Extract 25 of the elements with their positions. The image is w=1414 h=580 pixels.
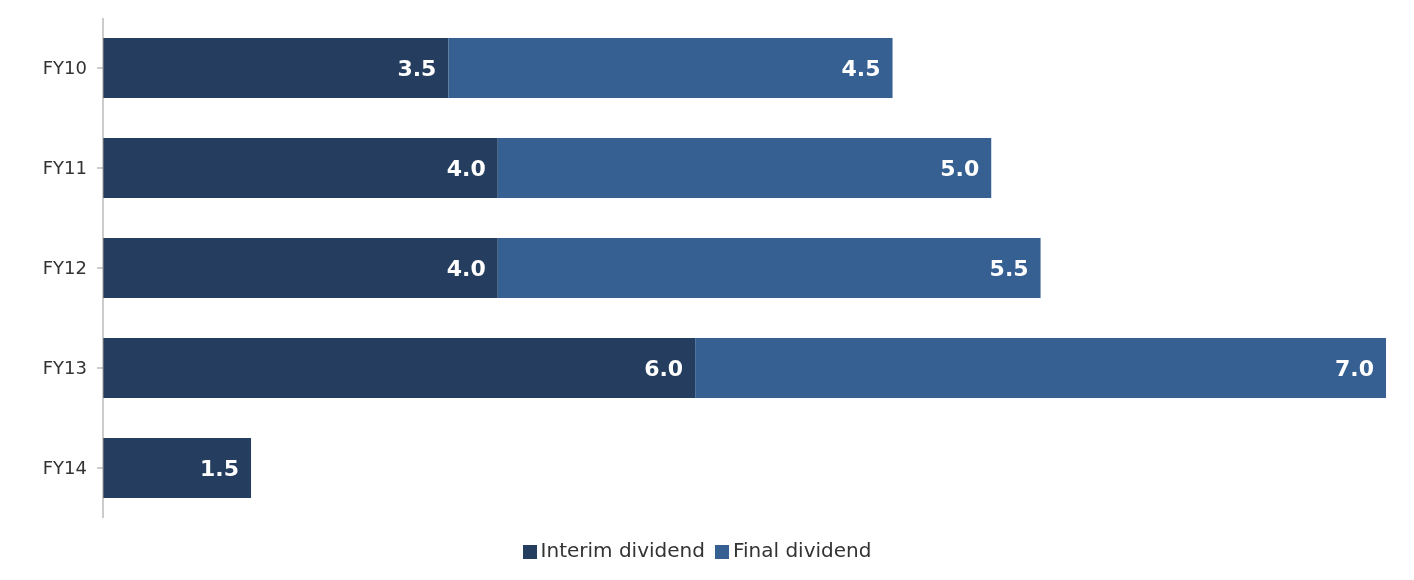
bar [448,38,893,98]
y-tick-label: FY11 [42,157,87,179]
bar [497,138,992,198]
bar [103,238,498,298]
data-label: 7.0 [1335,355,1374,381]
bar [497,238,1041,298]
y-tick-label: FY14 [42,457,87,479]
data-label: 4.0 [446,255,486,281]
bar [103,438,252,498]
bar [103,138,498,198]
data-label: 5.5 [989,255,1029,281]
legend-label: Final dividend [732,538,872,562]
data-label: 4.0 [446,155,486,181]
y-tick-label: FY12 [42,257,87,279]
y-tick-label: FY10 [42,57,87,79]
bar [103,338,696,398]
data-label: 1.5 [200,455,240,481]
data-label: 4.5 [841,55,881,81]
legend-label: Interim dividend [540,538,705,562]
y-tick-label: FY13 [42,357,87,379]
data-label: 5.0 [940,155,980,181]
bar [695,338,1386,398]
data-label: 6.0 [644,355,684,381]
bar [103,38,449,98]
data-label: 3.5 [397,55,437,81]
